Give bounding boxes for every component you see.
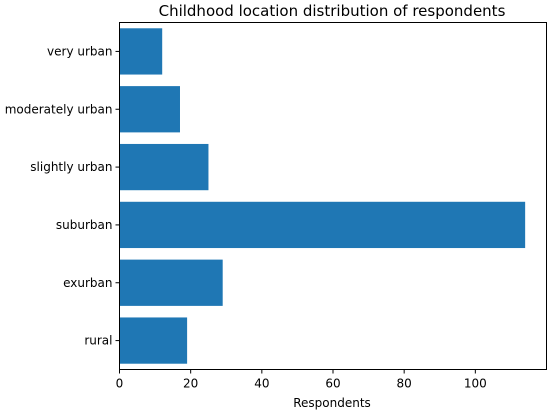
y-axis-ticks: rural exurban suburban slightly urban modera… [5, 44, 120, 348]
x-tick-label: 0 [116, 377, 124, 391]
bar-very-urban [119, 28, 163, 75]
bar-rural [119, 317, 188, 364]
x-tick-label: 100 [464, 377, 487, 391]
bar-exurban [119, 259, 223, 306]
y-tick-label: moderately urban [5, 102, 113, 116]
y-tick-label: slightly urban [30, 160, 112, 174]
bar-slightly-urban [119, 143, 209, 191]
y-tick-label: rural [84, 334, 112, 348]
y-tick-label: suburban [56, 218, 113, 232]
x-tick-label: 40 [254, 377, 269, 391]
y-tick-label: exurban [63, 276, 112, 290]
plot-frame [119, 22, 547, 370]
x-axis-ticks: 0 20 40 60 80 100 [116, 369, 487, 391]
bars-group [119, 28, 526, 364]
bar-suburban [119, 201, 526, 249]
y-tick-label: very urban [47, 44, 112, 58]
x-tick-label: 80 [397, 377, 412, 391]
x-tick-label: 60 [325, 377, 340, 391]
bar-moderately-urban [119, 86, 180, 133]
x-tick-label: 20 [183, 377, 198, 391]
x-axis-label: Respondents [293, 396, 371, 410]
chart-title: Childhood location distribution of respo… [159, 2, 506, 20]
